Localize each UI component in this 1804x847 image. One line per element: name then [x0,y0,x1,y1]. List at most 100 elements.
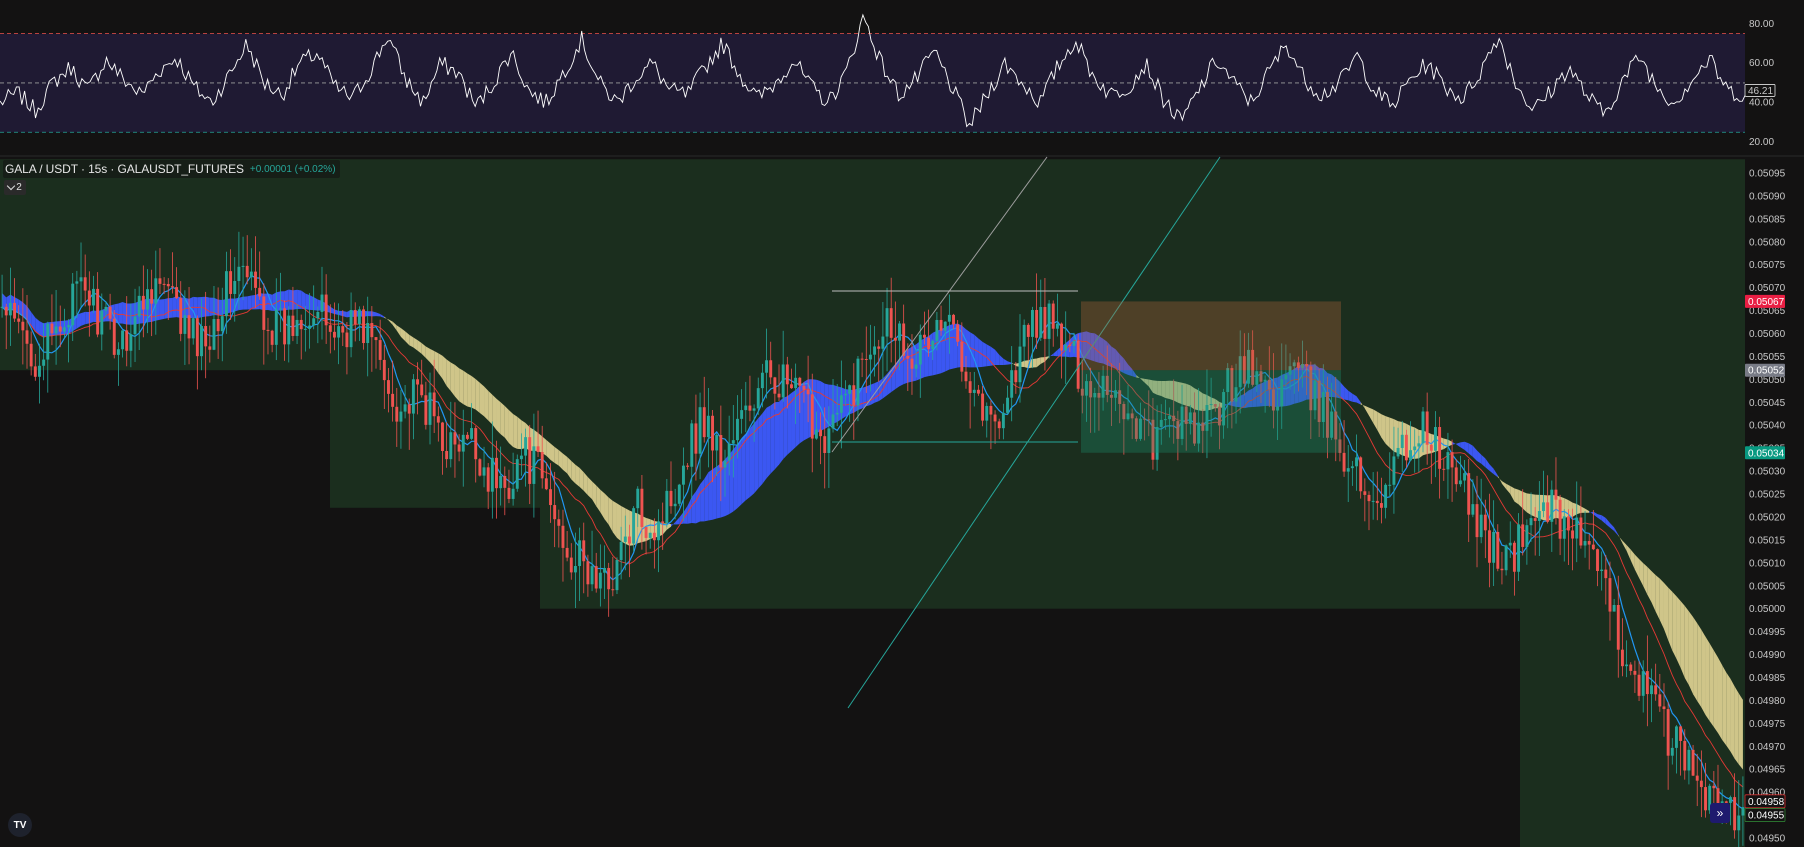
candle [1525,519,1529,565]
candle-body [723,460,727,468]
candle-body [972,389,976,393]
cloud-segment [1385,416,1390,448]
candle-body [1317,380,1321,423]
candle [1650,668,1653,723]
cloud-segment [1194,388,1199,411]
cloud-segment [446,359,451,391]
candle-body [1371,500,1375,502]
candle [1159,404,1163,445]
candle [1359,456,1363,499]
cloud-segment [396,325,401,337]
candle [470,403,474,441]
candle-body [237,266,241,281]
cloud-segment [430,348,435,368]
candle-body [956,324,960,342]
candle-body [428,392,432,425]
candle [1313,363,1317,420]
candle-body [698,407,702,454]
candle [366,296,370,377]
candle-body [1670,747,1674,756]
cloud-segment [1460,441,1465,450]
candle-body [1089,381,1093,398]
candle-body [112,318,116,355]
cloud-segment [1285,371,1291,407]
candle-body [1238,356,1242,388]
candle-body [644,527,648,538]
cloud-segment [1290,368,1295,406]
candle-body [1629,664,1633,671]
candle-body [79,277,83,282]
candle [441,421,444,475]
candle-body [1217,406,1221,426]
candle [1583,511,1587,558]
candle [1562,509,1566,562]
candle [166,278,170,320]
candle-body [249,271,253,278]
candle [482,446,486,488]
candle-body [673,503,677,507]
candle [1089,367,1093,433]
cloud-segment [413,337,418,351]
candle-body [802,385,806,390]
candle [1417,435,1421,473]
candle-body [1055,323,1059,329]
candle [1658,673,1662,712]
tradingview-logo-icon[interactable]: TV [8,813,32,837]
candle-body [436,416,440,423]
candle [341,310,345,346]
candle [748,375,752,422]
price-y-tick-0.05080: 0.05080 [1749,237,1786,248]
candle [868,324,872,392]
candle [790,368,793,389]
candle [582,522,586,594]
candle-body [594,566,598,589]
symbol-legend[interactable]: GALA / USDT · 15s · GALAUSDT_FUTURES +0.… [3,160,340,178]
candle [744,381,748,433]
candle [835,383,839,427]
candle-body [308,325,311,329]
candle-body [470,428,474,439]
candle-body [187,315,191,339]
cloud-segment [334,309,339,316]
candle-body [1616,605,1620,650]
cloud-segment [1260,381,1266,407]
cloud-segment [1722,665,1727,746]
candle [565,531,569,562]
candle [320,266,324,340]
candle [1205,369,1209,459]
candle-body [1400,434,1404,448]
candle-body [224,271,228,317]
candle [1492,500,1496,587]
candle-body [158,278,162,284]
candle [877,339,881,382]
candle [436,406,440,442]
candle [906,343,910,392]
goto-realtime-button[interactable]: » [1710,803,1730,823]
candle-body [262,296,266,330]
cloud-segment [587,477,593,500]
cloud-segment [1024,360,1029,369]
candle [1733,773,1737,839]
candle-body [715,435,719,451]
candle [1238,330,1242,414]
cloud-segment [1676,596,1681,668]
candle [1388,452,1392,497]
cloud-segment [1526,493,1532,516]
candle [1342,420,1346,477]
price-y-tick-0.05000: 0.05000 [1749,604,1786,615]
candle-body [499,475,503,489]
candle [357,306,361,341]
candle [981,385,985,427]
candle-body [1695,775,1699,781]
candle-body [769,360,773,378]
collapse-indicators-button[interactable]: 2 [4,180,26,195]
cloud-segment [982,341,987,367]
candle-body [893,337,897,341]
candle [698,392,702,480]
cloud-segment [754,418,759,494]
candle-body [627,536,631,544]
cloud-segment [305,293,310,310]
candle [831,378,835,433]
candle-body [582,540,586,562]
